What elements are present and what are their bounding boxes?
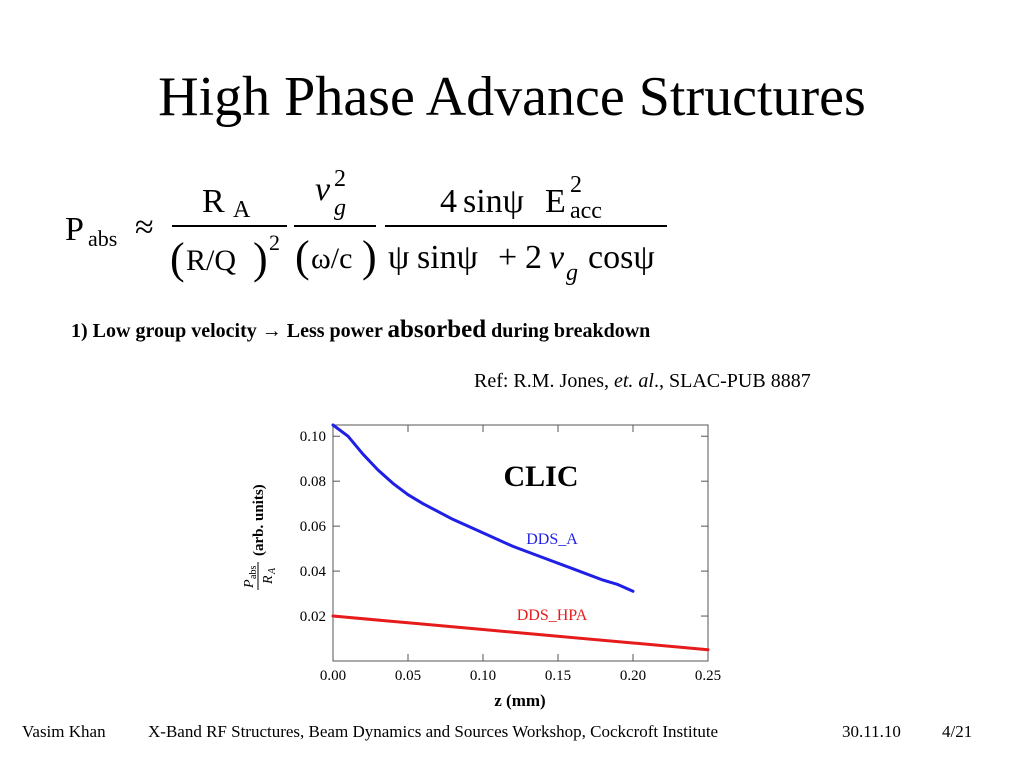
formula-f1-num-sub: A: [233, 197, 251, 223]
formula-f3-num-sub: acc: [570, 198, 602, 224]
ylabel-num-main: P: [242, 579, 257, 589]
x-tick-label: 0.00: [320, 668, 346, 684]
bullet-suffix: during breakdown: [486, 320, 651, 342]
formula-f3-den-plus: +: [498, 239, 517, 276]
formula-f1-num-main: R: [202, 183, 225, 220]
x-tick-label: 0.20: [620, 668, 646, 684]
formula-f3-den-sin: sinψ: [417, 239, 478, 276]
x-tick-label: 0.15: [545, 668, 571, 684]
formula-approx: ≈: [135, 209, 154, 246]
y-tick-label: 0.10: [300, 429, 326, 445]
footer-author: Vasim Khan: [22, 722, 106, 741]
slide-title: High Phase Advance Structures: [158, 66, 866, 128]
y-tick-label: 0.02: [300, 609, 326, 625]
formula-lhs-main: P: [65, 211, 84, 248]
formula-f3-num-e: E: [545, 183, 566, 220]
x-tick-label: 0.10: [470, 668, 496, 684]
formula-f2-den-lparen: (: [295, 232, 310, 281]
reference: Ref: R.M. Jones, et. al., SLAC-PUB 8887: [474, 370, 811, 393]
slide-footer: Vasim Khan X-Band RF Structures, Beam Dy…: [0, 718, 1024, 748]
formula-f2-num-main: v: [315, 171, 331, 208]
formula-f3-num-coef: 4: [440, 183, 457, 220]
formula-f3-den-v: v: [549, 239, 565, 276]
formula-f3-num-sin: sinψ: [463, 183, 524, 220]
y-tick-label: 0.06: [300, 519, 327, 535]
formula-f1-den-rparen: ): [253, 234, 268, 283]
ylabel-rest: (arb. units): [251, 484, 267, 556]
bullet-prefix: 1) Low group velocity → Less power: [71, 320, 388, 342]
ylabel-den-sub: A: [267, 567, 278, 575]
formula-f3-den-psi: ψ: [388, 239, 409, 276]
ref-prefix: Ref: R.M. Jones,: [474, 370, 614, 392]
formula-f3-num-sup: 2: [570, 172, 582, 198]
x-tick-label: 0.25: [695, 668, 721, 684]
formula-f1-den-lparen: (: [170, 234, 185, 283]
bullet-point: 1) Low group velocity → Less power absor…: [71, 316, 650, 344]
y-tick-label: 0.04: [300, 564, 327, 580]
formula-f2-den-body: ω/c: [311, 242, 352, 275]
formula-f2-den-rparen: ): [362, 232, 377, 281]
absorbed-power-formula: P abs ≈ R A ( R/Q ) 2 v 2 g ( ω/c ) 4 si…: [65, 166, 667, 286]
x-tick-label: 0.05: [395, 668, 421, 684]
y-tick-label: 0.08: [300, 474, 326, 490]
series-label-dds-hpa: DDS_HPA: [517, 607, 588, 624]
ref-italic: et. al: [614, 370, 654, 392]
power-chart: 0.02 0.04 0.06 0.08 0.10 0.00 0.05 0.10 0.15 0.2…: [242, 423, 721, 710]
formula-f3-den-g: g: [566, 260, 578, 286]
chart-xlabel: z (mm): [494, 691, 545, 710]
formula-f1-den-sup: 2: [269, 230, 280, 255]
formula-f1-den-body: R/Q: [186, 244, 236, 277]
chart-title: CLIC: [503, 460, 578, 493]
ylabel-den-main: R: [261, 575, 276, 585]
ylabel-num-sub: abs: [248, 566, 259, 579]
footer-page: 4/21: [942, 722, 973, 741]
formula-f2-num-sup: 2: [334, 166, 346, 192]
chart-frame: [332, 424, 709, 662]
series-label-dds-a: DDS_A: [526, 531, 578, 548]
series-line-dds-hpa: [331, 614, 710, 652]
series-line-dds-a: [331, 423, 635, 593]
chart-ylabel: P abs R A (arb. units): [242, 484, 278, 590]
bullet-emphasis: absorbed: [387, 316, 487, 343]
formula-f3-den-two: 2: [525, 239, 542, 276]
footer-date: 30.11.10: [842, 722, 901, 741]
ref-suffix: ., SLAC-PUB 8887: [654, 370, 811, 392]
formula-lhs-sub: abs: [88, 226, 117, 251]
footer-event: X-Band RF Structures, Beam Dynamics and …: [148, 722, 719, 741]
formula-f2-num-sub: g: [334, 195, 346, 221]
formula-f3-den-cos: cosψ: [588, 239, 655, 276]
